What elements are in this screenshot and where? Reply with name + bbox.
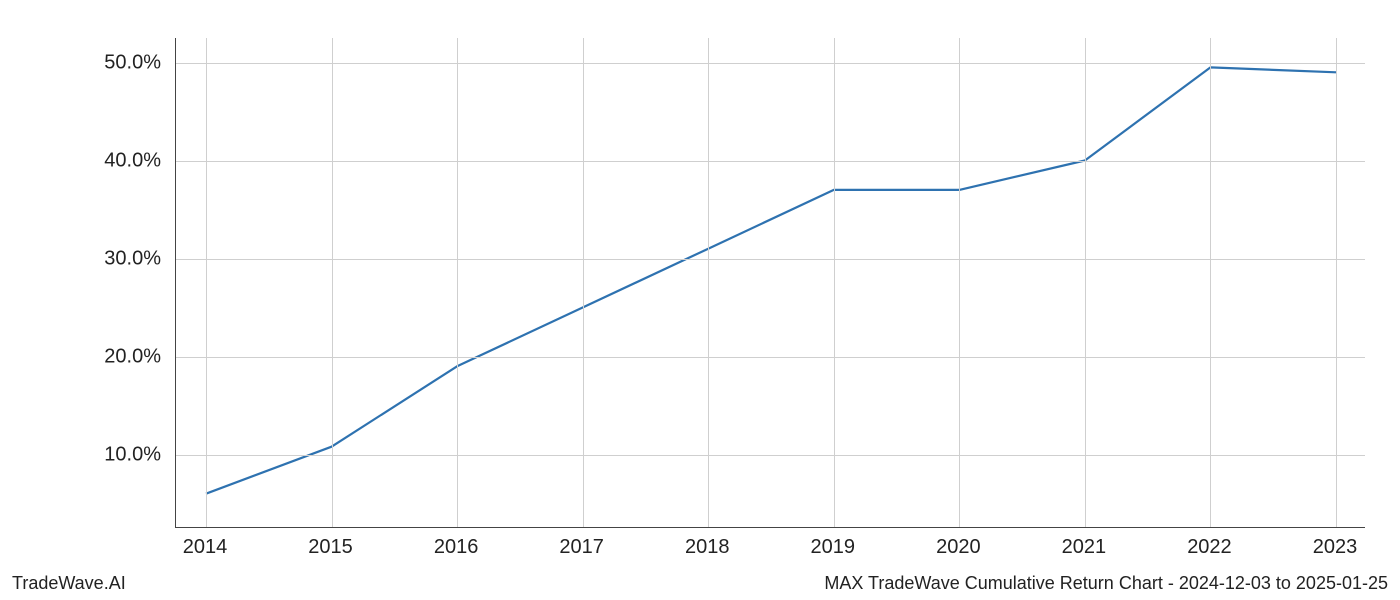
y-tick-label: 50.0% [0, 51, 161, 74]
line-series [206, 67, 1336, 493]
chart-container [0, 0, 1400, 600]
x-tick-label: 2016 [434, 536, 479, 559]
footer-caption: MAX TradeWave Cumulative Return Chart - … [824, 573, 1388, 594]
gridline-horizontal [176, 259, 1365, 260]
gridline-horizontal [176, 161, 1365, 162]
gridline-horizontal [176, 63, 1365, 64]
y-tick-label: 10.0% [0, 443, 161, 466]
gridline-horizontal [176, 357, 1365, 358]
x-tick-label: 2022 [1187, 536, 1232, 559]
x-tick-label: 2021 [1062, 536, 1107, 559]
y-tick-label: 40.0% [0, 149, 161, 172]
x-tick-label: 2018 [685, 536, 730, 559]
footer-brand: TradeWave.AI [12, 573, 126, 594]
x-tick-label: 2017 [559, 536, 604, 559]
y-tick-label: 20.0% [0, 345, 161, 368]
y-tick-label: 30.0% [0, 247, 161, 270]
x-tick-label: 2015 [308, 536, 353, 559]
x-tick-label: 2020 [936, 536, 981, 559]
gridline-horizontal [176, 455, 1365, 456]
plot-area [175, 38, 1365, 528]
x-tick-label: 2023 [1313, 536, 1358, 559]
x-tick-label: 2019 [811, 536, 856, 559]
x-tick-label: 2014 [183, 536, 228, 559]
